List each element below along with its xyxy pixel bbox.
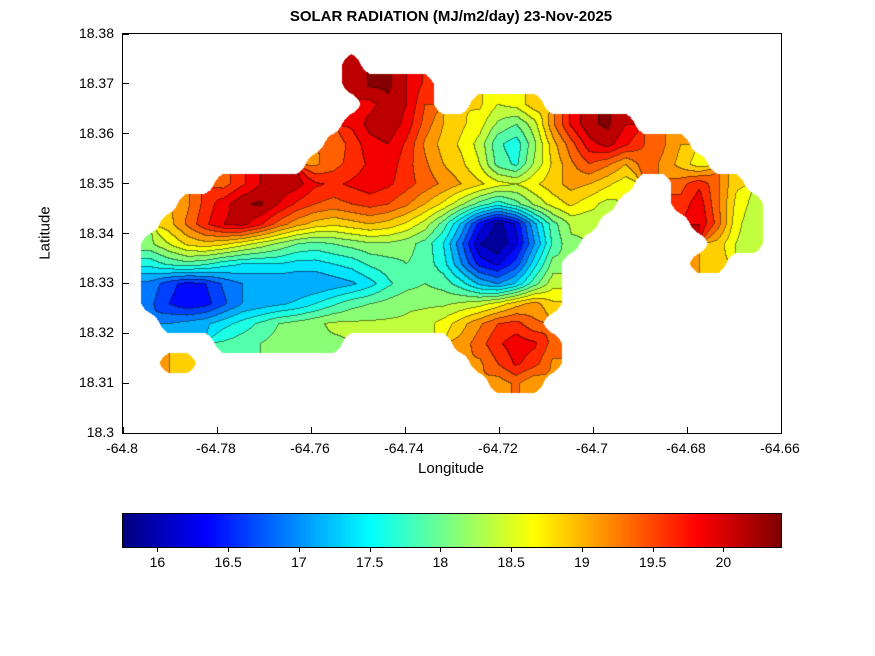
colorbar-tick-label: 19 — [574, 554, 590, 570]
colorbar-tick-label: 19.5 — [639, 554, 667, 570]
y-tick-label: 18.38 — [78, 25, 114, 41]
x-tick-label: -64.76 — [290, 440, 330, 456]
colorbar-tick-mark — [511, 548, 513, 552]
colorbar-tick-label: 17.5 — [356, 554, 384, 570]
y-tick-mark — [123, 282, 129, 284]
x-tick-label: -64.74 — [384, 440, 424, 456]
x-tick-mark — [122, 427, 124, 433]
y-tick-mark — [123, 332, 129, 334]
y-tick-mark — [123, 183, 129, 185]
x-tick-label: -64.72 — [478, 440, 518, 456]
contour-canvas — [123, 34, 781, 433]
x-tick-mark — [686, 427, 688, 433]
colorbar-tick-label: 20 — [715, 554, 732, 570]
y-tick-label: 18.37 — [78, 74, 114, 91]
colorbar-tick-mark — [723, 548, 725, 552]
x-tick-mark — [780, 427, 782, 433]
y-tick-label: 18.36 — [78, 124, 114, 141]
y-tick-label: 18.33 — [78, 274, 114, 291]
y-tick-mark — [123, 33, 129, 35]
colorbar-tick-label: 16 — [149, 554, 166, 570]
y-tick-label: 18.31 — [78, 374, 114, 391]
colorbar-tick-label: 18.5 — [497, 554, 525, 570]
x-tick-mark — [498, 427, 500, 433]
x-tick-mark — [592, 427, 594, 433]
x-axis-label: Longitude — [418, 460, 484, 477]
y-tick-mark — [123, 382, 129, 384]
y-tick-label: 18.3 — [86, 424, 114, 440]
x-tick-label: -64.8 — [106, 440, 138, 456]
colorbar-tick-label: 17 — [291, 554, 307, 570]
y-tick-mark — [123, 432, 129, 434]
x-tick-label: -64.78 — [196, 440, 236, 456]
y-tick-label: 18.32 — [78, 324, 114, 341]
x-tick-mark — [404, 427, 406, 433]
x-tick-label: -64.7 — [576, 440, 608, 456]
colorbar-tick-mark — [369, 548, 371, 552]
y-tick-mark — [123, 133, 129, 135]
x-tick-label: -64.66 — [760, 440, 800, 456]
colorbar-tick-label: 18 — [432, 554, 449, 570]
x-tick-mark — [310, 427, 312, 433]
y-tick-mark — [123, 83, 129, 85]
colorbar-tick-mark — [298, 548, 300, 552]
colorbar-tick-mark — [440, 548, 442, 552]
colorbar-tick-mark — [652, 548, 654, 552]
colorbar-tick-label: 16.5 — [214, 554, 242, 570]
y-tick-mark — [123, 233, 129, 234]
colorbar-tick-mark — [157, 548, 159, 552]
x-tick-mark — [216, 427, 218, 433]
colorbar-canvas — [123, 514, 781, 547]
y-tick-label: 18.34 — [78, 224, 114, 241]
colorbar-tick-mark — [228, 548, 230, 552]
colorbar — [122, 513, 782, 548]
y-tick-label: 18.35 — [78, 174, 114, 191]
x-tick-label: -64.68 — [666, 440, 706, 456]
plot-title: SOLAR RADIATION (MJ/m2/day) 23-Nov-2025 — [289, 8, 613, 25]
colorbar-tick-mark — [581, 548, 583, 552]
plot-area — [122, 33, 782, 434]
